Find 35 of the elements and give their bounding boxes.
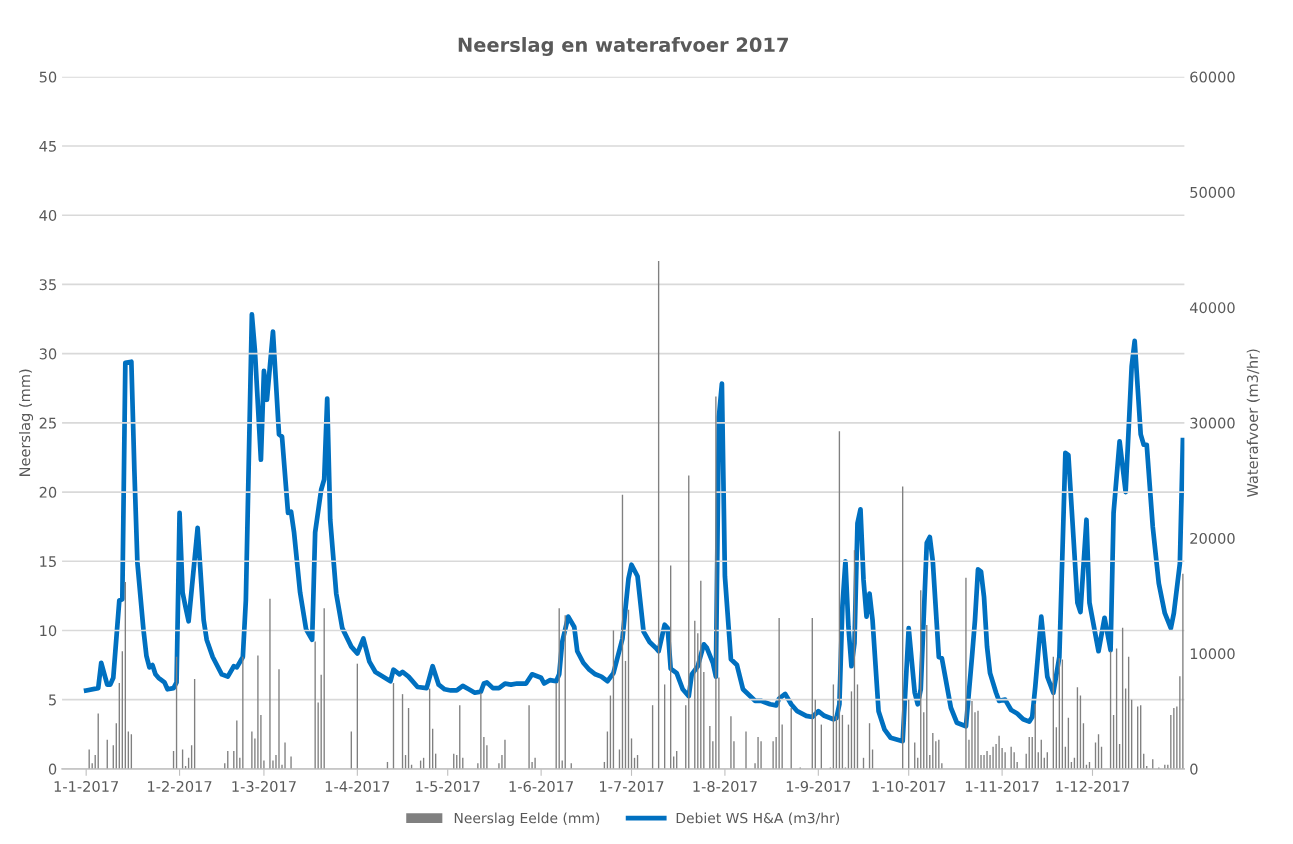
y2-tick-label: 20000: [1190, 532, 1235, 544]
y-axis-title: Neerslag (mm): [18, 369, 34, 476]
chart-title: Neerslag en waterafvoer 2017: [458, 37, 788, 56]
x-tick-label: 1-2-2017: [148, 780, 212, 792]
y-tick-label: 40: [39, 209, 57, 221]
y-tick-label: 25: [39, 417, 56, 429]
y-tick-label: 30: [39, 348, 57, 360]
x-tick-label: 1-6-2017: [509, 780, 573, 792]
y-tick-label: 20: [39, 486, 57, 498]
y-tick-label: 5: [49, 694, 56, 706]
y2-axis-title: Waterafvoer (m3/hr): [1246, 349, 1260, 498]
y-tick-label: 45: [39, 140, 56, 152]
legend-label: Neerslag Eelde (mm): [454, 812, 600, 826]
legend-label: Debiet WS H&A (m3/hr): [676, 812, 840, 825]
x-tick-label: 1-1-2017: [54, 780, 119, 792]
y-tick-label: 35: [39, 279, 56, 291]
y2-tick-label: 60000: [1190, 71, 1235, 83]
x-tick-label: 1-12-2017: [1056, 780, 1129, 792]
x-tick-label: 1-11-2017: [965, 780, 1039, 792]
x-tick-label: 1-7-2017: [600, 780, 664, 792]
y-tick-label: 50: [39, 71, 57, 83]
x-tick-label: 1-8-2017: [693, 780, 757, 792]
y-tick-label: 10: [40, 625, 57, 637]
y2-tick-label: 10000: [1190, 648, 1235, 660]
y2-tick-label: 50000: [1190, 186, 1235, 198]
y2-tick-label: 40000: [1189, 302, 1235, 314]
y-tick-label: 15: [40, 556, 56, 568]
x-tick-label: 1-5-2017: [416, 780, 480, 792]
y2-tick-label: 30000: [1190, 417, 1235, 429]
x-tick-label: 1-9-2017: [786, 780, 851, 792]
x-tick-label: 1-4-2017: [325, 780, 390, 792]
x-tick-label: 1-10-2017: [872, 780, 946, 792]
y-tick-label: 0: [48, 763, 57, 775]
y2-tick-label: 0: [1190, 763, 1198, 775]
x-tick-label: 1-3-2017: [232, 780, 296, 792]
